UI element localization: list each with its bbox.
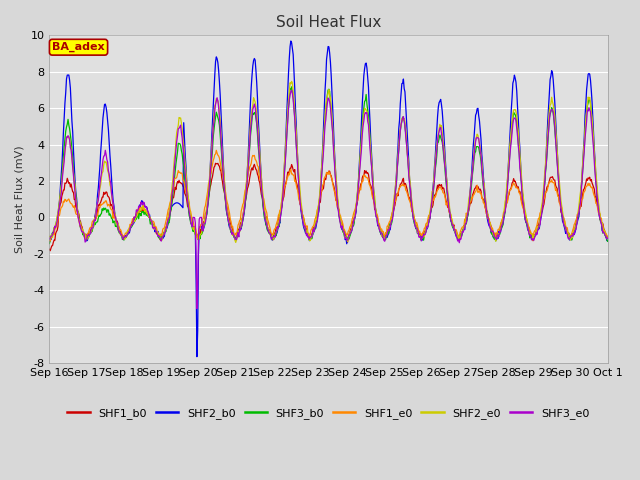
SHF2_b0 xyxy=(113,223,121,228)
SHF3_e0 xyxy=(170,176,177,182)
SHF2_e0 xyxy=(288,78,296,84)
Line: SHF2_e0: SHF2_e0 xyxy=(49,81,607,242)
SHF1_e0 xyxy=(46,238,54,244)
SHF1_e0 xyxy=(170,177,178,182)
SHF2_e0 xyxy=(414,230,422,236)
SHF3_e0 xyxy=(414,229,422,235)
SHF3_b0 xyxy=(45,240,53,246)
SHF3_b0 xyxy=(288,84,296,90)
SHF1_e0 xyxy=(45,238,53,243)
SHF3_e0 xyxy=(113,219,121,225)
Legend: SHF1_b0, SHF2_b0, SHF3_b0, SHF1_e0, SHF2_e0, SHF3_e0: SHF1_b0, SHF2_b0, SHF3_b0, SHF1_e0, SHF2… xyxy=(63,403,594,423)
SHF1_b0 xyxy=(45,246,53,252)
SHF3_b0 xyxy=(604,239,611,244)
SHF1_b0 xyxy=(170,190,178,195)
SHF2_e0 xyxy=(170,166,177,171)
SHF2_b0 xyxy=(45,240,53,245)
SHF2_b0 xyxy=(604,238,611,244)
SHF1_b0 xyxy=(604,234,611,240)
SHF2_b0 xyxy=(287,38,294,44)
SHF2_b0 xyxy=(193,354,201,360)
Line: SHF1_b0: SHF1_b0 xyxy=(49,163,607,251)
SHF2_e0 xyxy=(56,198,63,204)
SHF1_b0 xyxy=(414,227,422,233)
SHF3_e0 xyxy=(288,87,296,93)
SHF3_b0 xyxy=(56,201,63,206)
SHF1_e0 xyxy=(56,208,64,214)
SHF1_b0 xyxy=(200,218,208,224)
Line: SHF3_b0: SHF3_b0 xyxy=(49,87,607,243)
SHF1_e0 xyxy=(398,183,406,189)
SHF3_e0 xyxy=(398,118,406,123)
SHF1_b0 xyxy=(46,248,54,253)
SHF1_b0 xyxy=(212,160,220,166)
SHF3_b0 xyxy=(413,225,421,230)
SHF1_e0 xyxy=(604,233,611,239)
Text: BA_adex: BA_adex xyxy=(52,42,105,52)
SHF1_e0 xyxy=(212,147,220,153)
Line: SHF1_e0: SHF1_e0 xyxy=(49,150,607,241)
SHF3_e0 xyxy=(200,221,208,227)
SHF1_b0 xyxy=(114,220,122,226)
SHF3_e0 xyxy=(56,204,63,209)
Y-axis label: Soil Heat Flux (mV): Soil Heat Flux (mV) xyxy=(15,145,25,253)
SHF2_e0 xyxy=(113,223,121,228)
SHF2_e0 xyxy=(45,234,53,240)
SHF2_e0 xyxy=(199,225,207,230)
SHF2_b0 xyxy=(200,225,208,231)
SHF2_b0 xyxy=(398,81,406,86)
Line: SHF3_e0: SHF3_e0 xyxy=(49,90,607,309)
SHF3_b0 xyxy=(397,122,405,128)
SHF3_e0 xyxy=(604,235,611,241)
SHF2_e0 xyxy=(604,235,611,241)
SHF1_e0 xyxy=(114,222,122,228)
SHF3_e0 xyxy=(193,306,201,312)
SHF1_b0 xyxy=(56,201,64,207)
SHF2_b0 xyxy=(414,230,422,236)
SHF1_e0 xyxy=(414,226,422,232)
Title: Soil Heat Flux: Soil Heat Flux xyxy=(276,15,381,30)
SHF3_b0 xyxy=(170,184,177,190)
Line: SHF2_b0: SHF2_b0 xyxy=(49,41,607,357)
SHF1_b0 xyxy=(398,180,406,185)
SHF3_b0 xyxy=(199,227,207,232)
SHF2_e0 xyxy=(232,240,239,245)
SHF2_e0 xyxy=(398,116,406,121)
SHF3_e0 xyxy=(45,236,53,242)
SHF2_b0 xyxy=(170,202,177,207)
SHF3_b0 xyxy=(113,222,121,228)
SHF1_e0 xyxy=(200,210,208,216)
SHF2_b0 xyxy=(56,198,63,204)
